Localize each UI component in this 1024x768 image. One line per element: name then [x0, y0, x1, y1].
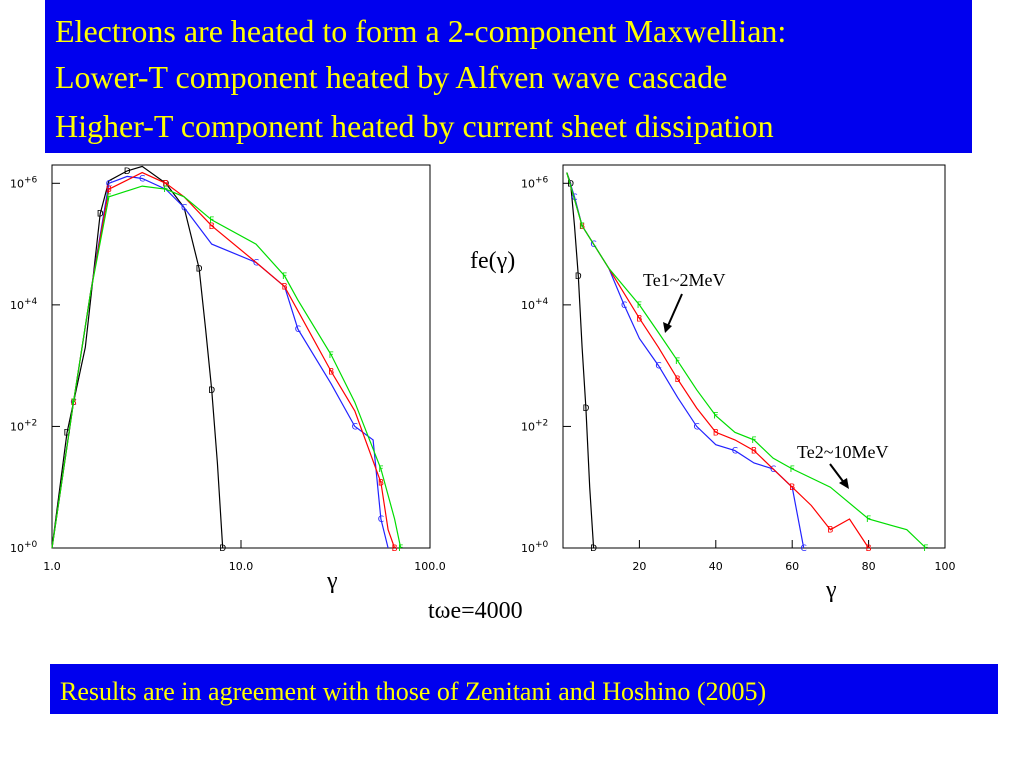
arrow [666, 293, 683, 329]
series-line [51, 175, 389, 549]
series-marker: B [636, 314, 642, 324]
series-line [566, 172, 595, 549]
series-marker: B [163, 179, 169, 189]
series-marker: F [751, 436, 756, 446]
series-marker: F [282, 272, 287, 282]
y-tick-label: 10+6 [10, 175, 38, 190]
annotation: Te1~2MeV [643, 270, 725, 290]
annotation: Te2~10MeV [797, 442, 888, 462]
series-marker: B [281, 283, 287, 293]
y-tick-label: 10+0 [521, 540, 549, 555]
x-tick-label: 100.0 [414, 560, 446, 573]
series-line [566, 172, 927, 549]
series-marker: F [329, 351, 334, 361]
arrow-head [839, 478, 849, 489]
series-line [51, 165, 224, 549]
series-marker: C [732, 447, 738, 457]
series-marker: F [790, 465, 795, 475]
series-marker: F [713, 412, 718, 422]
series-marker: D [208, 386, 215, 396]
series-marker: F [106, 193, 111, 203]
x-tick-label: 100 [935, 560, 956, 573]
series-marker: B [392, 544, 398, 554]
series-marker: C [378, 515, 384, 525]
series-marker: D [575, 272, 582, 282]
footer: Results are in agreement with those of Z… [60, 677, 766, 706]
series-marker: B [378, 478, 384, 488]
series-marker: F [163, 185, 168, 195]
series-marker: C [106, 179, 112, 189]
x-tick-label: 20 [632, 560, 646, 573]
series-marker: F [71, 398, 76, 408]
series-marker: D [97, 210, 104, 220]
series-marker: D [590, 544, 597, 554]
title-line: Electrons are heated to form a 2-compone… [55, 13, 786, 49]
series-marker: C [770, 465, 776, 475]
x-tick-label: 40 [709, 560, 723, 573]
y-tick-label: 10+4 [10, 297, 38, 312]
y-tick-label: 10+0 [10, 540, 38, 555]
series-marker: F [866, 515, 871, 525]
series-marker: B [675, 375, 681, 385]
series-line [566, 172, 805, 549]
series-marker: D [162, 179, 169, 189]
series-marker: C [139, 174, 145, 184]
series-marker: D [63, 429, 70, 439]
series-marker: C [181, 203, 187, 213]
series-marker: F [675, 357, 680, 367]
x-axis-label: γ [326, 568, 338, 594]
series-marker: B [106, 185, 112, 195]
series-marker: F [580, 222, 585, 232]
y-tick-label: 10+2 [10, 418, 37, 433]
series-marker: C [295, 325, 301, 335]
series-marker: F [923, 544, 928, 554]
y-tick-label: 10+6 [521, 175, 549, 190]
series-marker: B [328, 368, 334, 378]
series-marker: D [219, 544, 226, 554]
series-marker: C [352, 422, 358, 432]
series-marker: D [582, 404, 589, 414]
series-marker: C [253, 258, 259, 268]
plot-frame [51, 164, 431, 549]
y-tick-label: 10+4 [521, 297, 549, 312]
series-marker: F [378, 465, 383, 475]
series-marker: B [789, 483, 795, 493]
plot-frame [562, 164, 946, 549]
y-axis-label: fe(γ) [470, 248, 515, 274]
series-marker: B [713, 428, 719, 438]
x-tick-label: 10.0 [229, 560, 254, 573]
series-marker: F [398, 544, 403, 554]
series-marker: C [801, 544, 807, 554]
x-tick-label: 80 [862, 560, 876, 573]
title-line: Lower-T component heated by Alfven wave … [55, 59, 727, 95]
series-marker: D [196, 264, 203, 274]
y-tick-label: 10+2 [521, 418, 548, 433]
series-marker: C [694, 422, 700, 432]
x-tick-label: 60 [785, 560, 799, 573]
footer-box [50, 664, 998, 714]
series-marker: B [751, 447, 757, 457]
series-line [51, 171, 396, 549]
series-marker: D [124, 167, 131, 177]
series-marker: F [209, 216, 214, 226]
series-marker: C [655, 362, 661, 372]
arrow-head [663, 322, 672, 333]
series-marker: B [209, 222, 215, 232]
arrow [829, 463, 846, 485]
series-marker: C [621, 301, 627, 311]
series-line [51, 185, 402, 549]
x-tick-label: 1.0 [43, 560, 61, 573]
series-marker: B [866, 544, 872, 554]
x-axis-label: γ [825, 577, 837, 603]
title-box [45, 0, 972, 153]
caption: tωe=4000 [428, 598, 523, 624]
title-line: Higher-T component heated by current she… [55, 108, 774, 144]
series-line [566, 172, 870, 549]
series-marker: B [827, 526, 833, 536]
series-marker: F [637, 301, 642, 311]
